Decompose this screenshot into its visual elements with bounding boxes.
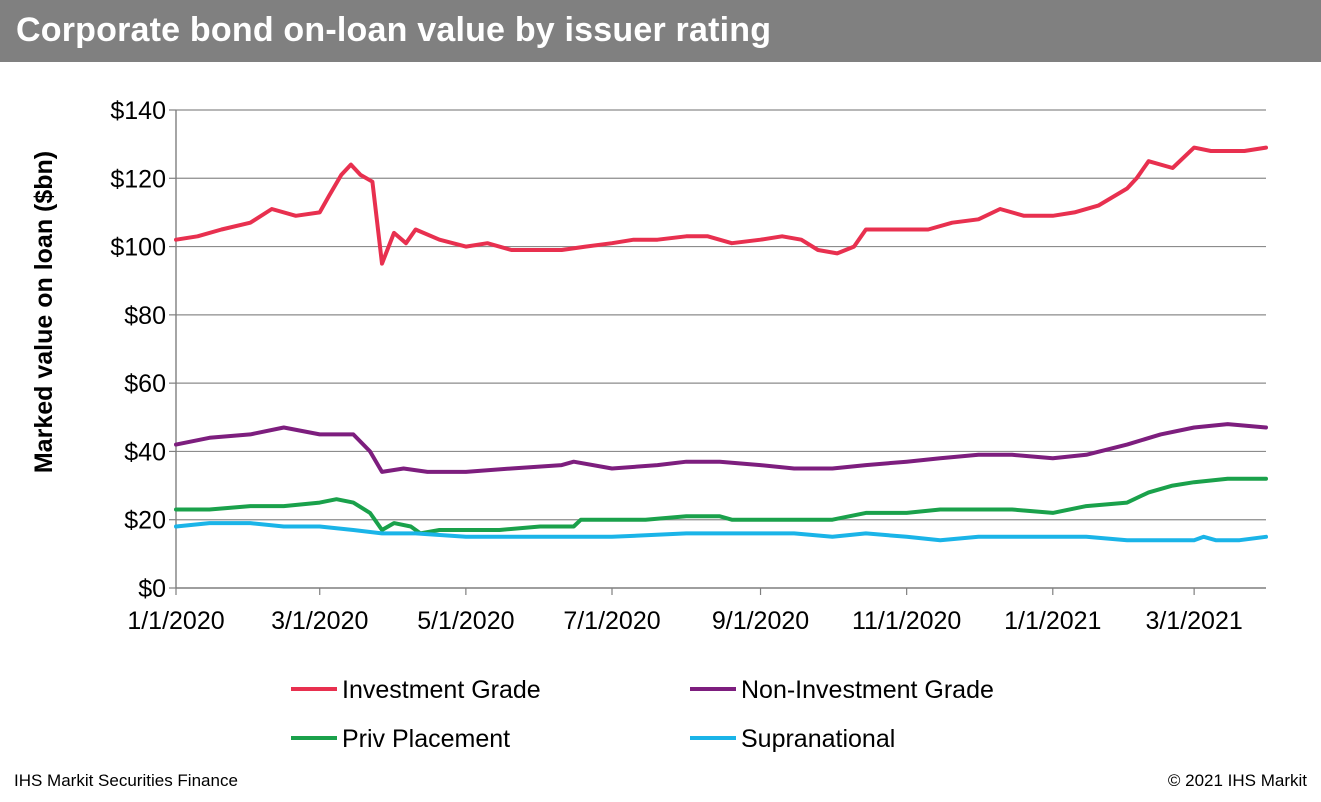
legend: Investment Grade Non-Investment Grade Priv… — [291, 676, 994, 753]
x-tick-label: 3/1/2021 — [1145, 607, 1242, 635]
y-tick-label: $120 — [110, 165, 166, 193]
y-tick-labels: $0 $20 $40 $60 $80 $100 $120 $140 — [110, 97, 166, 603]
chart-title: Corporate bond on-loan value by issuer r… — [16, 11, 772, 49]
axes — [169, 109, 1266, 595]
y-tick-label: $40 — [124, 438, 166, 466]
legend-item: Priv Placement — [291, 725, 510, 753]
x-tick-label: 5/1/2020 — [417, 607, 514, 635]
x-tick-labels: 1/1/2020 3/1/2020 5/1/2020 7/1/2020 9/1/2020… — [127, 607, 1242, 635]
legend-label: Supranational — [741, 725, 895, 753]
gridlines — [176, 109, 1266, 521]
x-tick-label: 11/1/2020 — [852, 607, 961, 635]
series-line-priv-placement — [174, 476, 1268, 536]
legend-label: Investment Grade — [342, 676, 541, 704]
legend-label: Priv Placement — [342, 725, 510, 753]
legend-label: Non-Investment Grade — [741, 676, 994, 704]
header-bar: Corporate bond on-loan value by issuer r… — [0, 0, 1321, 62]
y-tick-label: $80 — [124, 302, 166, 330]
y-tick-label: $100 — [110, 234, 166, 262]
x-tick-label: 1/1/2021 — [1004, 607, 1101, 635]
legend-item: Non-Investment Grade — [690, 676, 994, 704]
x-tick-label: 7/1/2020 — [563, 607, 660, 635]
y-tick-label: $60 — [124, 370, 166, 398]
y-tick-label: $20 — [124, 507, 166, 535]
y-axis-label: Marked value on loan ($bn) — [30, 151, 58, 473]
x-tick-label: 3/1/2020 — [271, 607, 368, 635]
y-tick-label: $0 — [138, 575, 166, 603]
series-line-supranational — [174, 521, 1268, 543]
legend-item: Investment Grade — [291, 676, 541, 704]
series-lines — [174, 145, 1268, 543]
y-tick-label: $140 — [110, 97, 166, 125]
x-tick-label: 9/1/2020 — [712, 607, 809, 635]
legend-item: Supranational — [690, 725, 895, 753]
source-note: IHS Markit Securities Finance — [14, 771, 238, 790]
copyright-note: © 2021 IHS Markit — [1167, 771, 1307, 790]
series-line-investment-grade — [174, 145, 1268, 266]
x-tick-label: 1/1/2020 — [127, 607, 224, 635]
series-line-non-investment-grade — [174, 422, 1268, 474]
